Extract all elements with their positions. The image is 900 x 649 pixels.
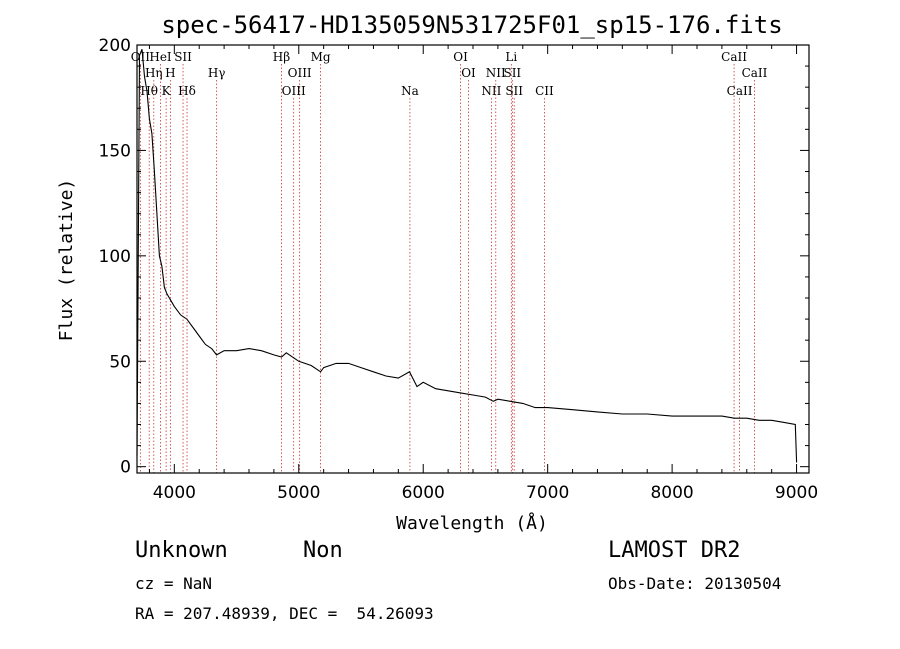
x-axis-label: Wavelength (Å) xyxy=(396,512,548,534)
marker-label-8: Hη xyxy=(145,66,163,80)
marker-label-20: Na xyxy=(401,84,419,98)
marker-label-2: SII xyxy=(174,50,192,64)
marker-label-15: CaII xyxy=(742,66,768,80)
marker-label-17: K xyxy=(162,84,172,98)
marker-label-24: CaII xyxy=(727,84,753,98)
y-tick-label-2: 100 xyxy=(99,247,131,267)
x-axis: 4000 5000 6000 7000 8000 9000 xyxy=(148,45,818,503)
plot-frame xyxy=(136,44,810,474)
x-tick-label-1: 5000 xyxy=(277,483,320,503)
marker-label-4: Mg xyxy=(311,50,331,64)
obs-date: Obs-Date: 20130504 xyxy=(608,574,782,593)
spectrum-line xyxy=(136,48,798,463)
y-axis-label: Flux (relative) xyxy=(56,179,77,342)
marker-label-13: NII xyxy=(486,66,506,80)
y-tick-label-4: 200 xyxy=(99,36,131,56)
marker-label-14: SII xyxy=(503,66,521,80)
marker-label-7: CaII xyxy=(721,50,747,64)
y-tick-label-3: 150 xyxy=(99,141,131,161)
marker-label-0: OII xyxy=(131,50,151,64)
marker-label-5: OI xyxy=(453,50,468,64)
marker-label-9: H xyxy=(165,66,175,80)
marker-label-18: Hδ xyxy=(178,84,196,98)
marker-label-16: Hθ xyxy=(140,84,158,98)
y-tick-label-1: 50 xyxy=(109,352,131,372)
coordinates: RA = 207.48939, DEC = 54.26093 xyxy=(135,604,434,623)
x-tick-label-5: 9000 xyxy=(775,483,818,503)
marker-label-22: SII xyxy=(505,84,523,98)
object-subclass: Non xyxy=(303,538,343,563)
y-axis: 0 50 100 150 200 xyxy=(99,36,809,478)
marker-label-6: Li xyxy=(505,50,517,64)
x-tick-label-2: 6000 xyxy=(402,483,445,503)
survey-name: LAMOST DR2 xyxy=(608,538,741,563)
marker-label-10: Hγ xyxy=(208,66,226,80)
marker-label-3: Hβ xyxy=(273,50,290,64)
marker-label-23: CII xyxy=(535,84,554,98)
chart-title: spec-56417-HD135059N531725F01_sp15-176.f… xyxy=(161,11,782,39)
marker-label-11: OIII xyxy=(288,66,312,80)
x-tick-label-4: 8000 xyxy=(650,483,693,503)
redshift-cz: cz = NaN xyxy=(135,574,213,593)
x-tick-label-3: 7000 xyxy=(526,483,569,503)
marker-label-19: OIII xyxy=(282,84,306,98)
x-tick-label-0: 4000 xyxy=(153,483,196,503)
marker-label-21: NII xyxy=(481,84,501,98)
y-tick-label-0: 0 xyxy=(120,458,131,478)
marker-label-12: OI xyxy=(461,66,476,80)
object-class: Unknown xyxy=(135,538,228,563)
marker-label-1: HeI xyxy=(149,50,172,64)
